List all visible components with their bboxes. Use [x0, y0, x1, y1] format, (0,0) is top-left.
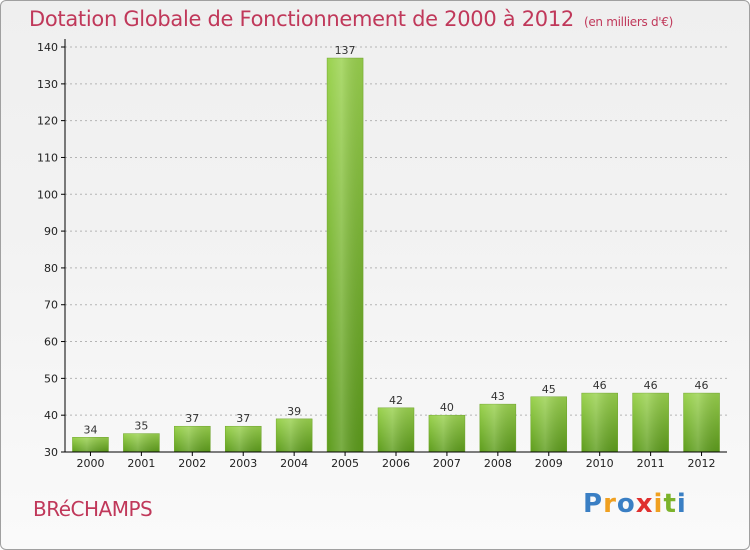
bar-value-label: 40 [440, 401, 454, 414]
x-tick-label: 2011 [637, 457, 665, 470]
bar-shine [581, 393, 618, 452]
bar-value-label: 46 [593, 379, 607, 392]
x-tick-label: 2005 [331, 457, 359, 470]
y-tick-label: 140 [37, 41, 58, 54]
bar-value-label: 35 [134, 420, 148, 433]
bar-shine [378, 407, 414, 452]
bar-shine [530, 396, 567, 452]
chart-title-text: Dotation Globale de Fonctionnement de 20… [29, 7, 574, 31]
chart-unit: (en milliers d'€) [583, 15, 673, 29]
x-tick-label: 2000 [76, 457, 104, 470]
x-tick-label: 2007 [433, 457, 461, 470]
y-tick-label: 120 [37, 115, 58, 128]
x-tick-label: 2008 [484, 457, 512, 470]
x-tick-label: 2001 [127, 457, 155, 470]
y-tick-label: 100 [37, 188, 58, 201]
axis-layer [61, 39, 727, 456]
logo-letter: t [663, 489, 677, 519]
x-tick-label: 2006 [382, 457, 410, 470]
y-tick-label: 110 [37, 151, 58, 164]
bar-shine [683, 393, 720, 452]
bar-value-label: 37 [236, 412, 250, 425]
bar-value-label: 42 [389, 394, 403, 407]
logo-letter: x [635, 489, 654, 519]
bar-shine [225, 426, 262, 452]
bar-shine [428, 415, 465, 452]
bar-value-label: 46 [644, 379, 658, 392]
x-tick-label: 2004 [280, 457, 308, 470]
x-tick-label: 2009 [535, 457, 563, 470]
proxiti-logo[interactable]: Proxiti [583, 489, 687, 519]
bar-value-label: 37 [185, 412, 199, 425]
y-tick-label: 70 [44, 299, 58, 312]
bar-value-label: 39 [287, 405, 301, 418]
chart-title: Dotation Globale de Fonctionnement de 20… [29, 7, 673, 31]
bar-layer [72, 57, 720, 453]
bar-shine [632, 393, 669, 452]
grid-layer [65, 46, 727, 416]
bar-shine [72, 437, 109, 452]
x-tick-label: 2003 [229, 457, 257, 470]
logo-letter: i [653, 489, 664, 519]
bar-value-label: 43 [491, 390, 505, 403]
bar-value-label: 137 [335, 44, 356, 57]
bar-value-label: 45 [542, 383, 556, 396]
bar-shine [174, 426, 211, 452]
logo-letter: i [676, 489, 687, 519]
bar-shine [327, 58, 364, 452]
bar-value-label: 34 [83, 423, 97, 436]
x-tick-label: 2012 [688, 457, 716, 470]
bar-shine [123, 433, 160, 452]
logo-letter: r [603, 489, 617, 519]
y-tick-label: 80 [44, 262, 58, 275]
y-tick-label: 40 [44, 409, 58, 422]
label-layer: 30 40 50 60 70 80 90 100 110 120 130 140 34 2000 35 200… [37, 41, 716, 470]
commune-name: BRéCHAMPS [33, 497, 153, 521]
bar-value-label: 46 [695, 379, 709, 392]
y-tick-label: 130 [37, 78, 58, 91]
y-tick-label: 50 [44, 372, 58, 385]
y-tick-label: 90 [44, 225, 58, 238]
bar-shine [276, 418, 313, 452]
bar-shine [479, 404, 516, 452]
x-tick-label: 2002 [178, 457, 206, 470]
y-tick-label: 30 [44, 446, 58, 459]
x-tick-label: 2010 [586, 457, 614, 470]
logo-letter: o [616, 489, 636, 519]
logo-letter: P [583, 489, 604, 519]
y-tick-label: 60 [44, 336, 58, 349]
